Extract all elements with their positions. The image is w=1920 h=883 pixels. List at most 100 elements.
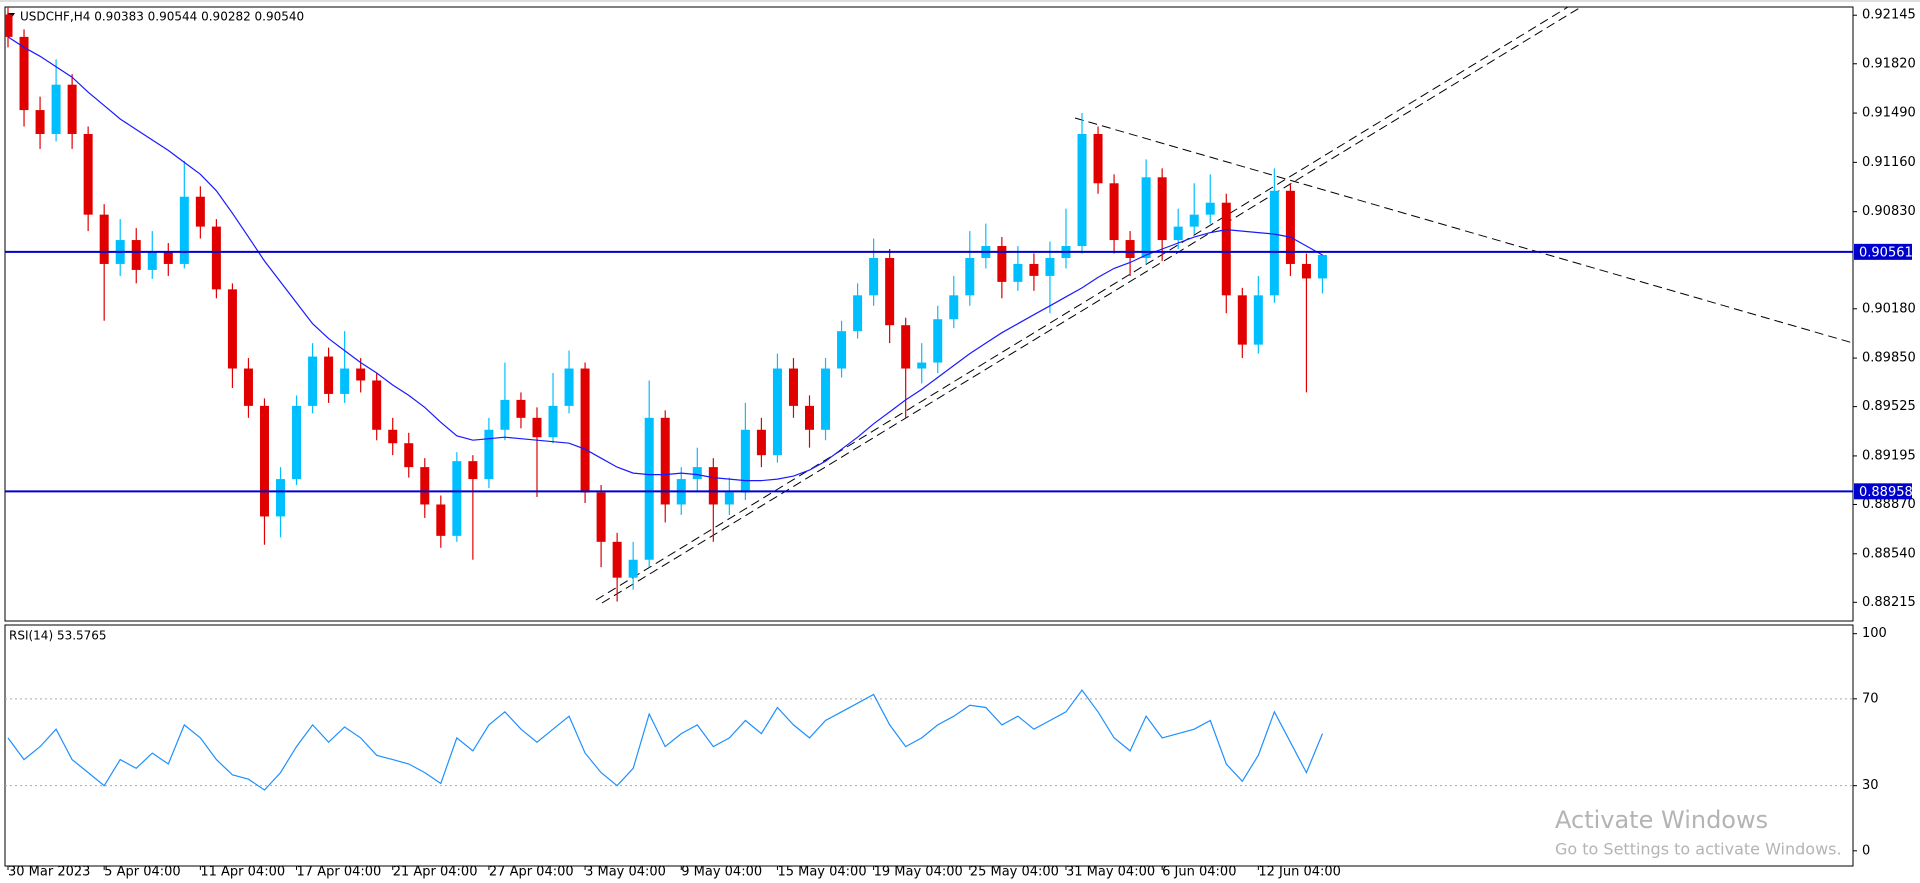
candle-body <box>1285 190 1295 264</box>
rsi-panel <box>4 624 1854 867</box>
watermark-title: Activate Windows <box>1555 806 1768 834</box>
candle-body <box>195 196 205 227</box>
candle-body <box>628 559 638 578</box>
candle-body <box>772 368 782 456</box>
candle-body <box>756 429 766 456</box>
x-tick-label: 12 Jun 04:00 <box>1258 865 1341 880</box>
rsi-title: RSI(14) 53.5765 <box>9 629 107 643</box>
candle-body <box>1237 295 1247 345</box>
candle-body <box>933 319 943 363</box>
y-tick-label: 0.91490 <box>1862 106 1916 121</box>
y-tick-label: 0.88215 <box>1862 595 1916 610</box>
candle-body <box>372 380 382 430</box>
x-tick-label: 19 May 04:00 <box>874 865 963 880</box>
y-tick-label: 0.90830 <box>1862 204 1916 219</box>
candle-body <box>708 467 718 505</box>
candle-body <box>211 226 221 290</box>
candles <box>5 7 1327 602</box>
candle-body <box>1029 263 1039 276</box>
candle-body <box>1253 295 1263 345</box>
candle-body <box>580 368 590 493</box>
candle-body <box>276 479 286 517</box>
candle-body <box>324 356 334 394</box>
level-label-box <box>1854 483 1912 500</box>
candle-body <box>1301 263 1311 279</box>
candle-body <box>644 417 654 560</box>
candle-body <box>1269 190 1279 296</box>
y-tick-label: 0.89195 <box>1862 448 1916 463</box>
x-tick-label: 5 Apr 04:00 <box>104 865 180 880</box>
candle-body <box>692 467 702 480</box>
y-tick-label: 70 <box>1862 691 1879 706</box>
candle-body <box>1093 133 1103 184</box>
candle-body <box>356 368 366 381</box>
candle-body <box>805 405 814 430</box>
candle-body <box>163 252 173 264</box>
rsi-line <box>7 689 1324 791</box>
candle-body <box>243 368 253 406</box>
candle-body <box>1205 202 1215 215</box>
trend-line <box>601 7 1582 604</box>
candle-body <box>1157 177 1167 241</box>
level-label-box <box>1854 243 1912 260</box>
candle-body <box>837 331 847 369</box>
candle-body <box>179 196 189 264</box>
y-tick-label: 100 <box>1862 626 1887 641</box>
y-tick-label: 0.89525 <box>1862 399 1916 414</box>
x-tick-label: 9 May 04:00 <box>681 865 762 880</box>
candle-body <box>436 504 446 536</box>
candle-body <box>1077 133 1087 247</box>
candle-body <box>340 368 350 394</box>
x-tick-label: 27 Apr 04:00 <box>489 865 574 880</box>
x-tick-label: 31 May 04:00 <box>1066 865 1155 880</box>
candle-body <box>5 14 13 37</box>
candle-body <box>1141 177 1151 258</box>
candle-body <box>1189 214 1199 227</box>
y-tick-label: 0 <box>1862 843 1870 858</box>
candle-body <box>917 362 927 369</box>
candle-body <box>1317 254 1327 279</box>
y-tick-label: 0.88540 <box>1862 546 1916 561</box>
candle-body <box>19 36 29 111</box>
candle-body <box>83 133 93 215</box>
candle-body <box>468 461 478 480</box>
y-tick-label: 30 <box>1862 778 1879 793</box>
candle-body <box>1045 257 1055 276</box>
moving-average <box>7 36 1323 482</box>
candle-body <box>997 246 1007 282</box>
x-tick-label: 11 Apr 04:00 <box>200 865 285 880</box>
candle-body <box>452 461 462 536</box>
x-tick-label: 21 Apr 04:00 <box>393 865 478 880</box>
candle-body <box>564 368 574 406</box>
candle-body <box>1125 240 1135 258</box>
trend-line <box>1074 117 1853 344</box>
candle-body <box>532 417 542 438</box>
candle-body <box>131 240 141 270</box>
candle-body <box>660 417 670 505</box>
y-tick-label: 0.88870 <box>1862 497 1916 512</box>
candle-body <box>308 356 318 406</box>
candle-body <box>1013 263 1023 282</box>
chart-title: USDCHF,H4 0.90383 0.90544 0.90282 0.9054… <box>20 10 304 24</box>
candle-body <box>724 492 734 505</box>
candle-body <box>51 84 61 134</box>
candle-body <box>901 325 911 369</box>
candle-body <box>35 110 45 134</box>
price-panel <box>4 6 1854 622</box>
candle-body <box>869 257 879 296</box>
y-tick-label: 0.91820 <box>1862 56 1916 71</box>
candle-body <box>99 214 109 264</box>
candle-body <box>227 289 237 369</box>
x-tick-label: 15 May 04:00 <box>777 865 866 880</box>
watermark-subtitle: Go to Settings to activate Windows. <box>1555 840 1842 859</box>
candle-body <box>516 399 526 418</box>
level-label: 0.88958 <box>1859 485 1913 500</box>
candle-body <box>147 252 157 270</box>
candle-body <box>853 295 863 332</box>
candle-body <box>292 405 302 480</box>
candle-body <box>1173 226 1183 241</box>
level-label: 0.90561 <box>1859 245 1913 260</box>
